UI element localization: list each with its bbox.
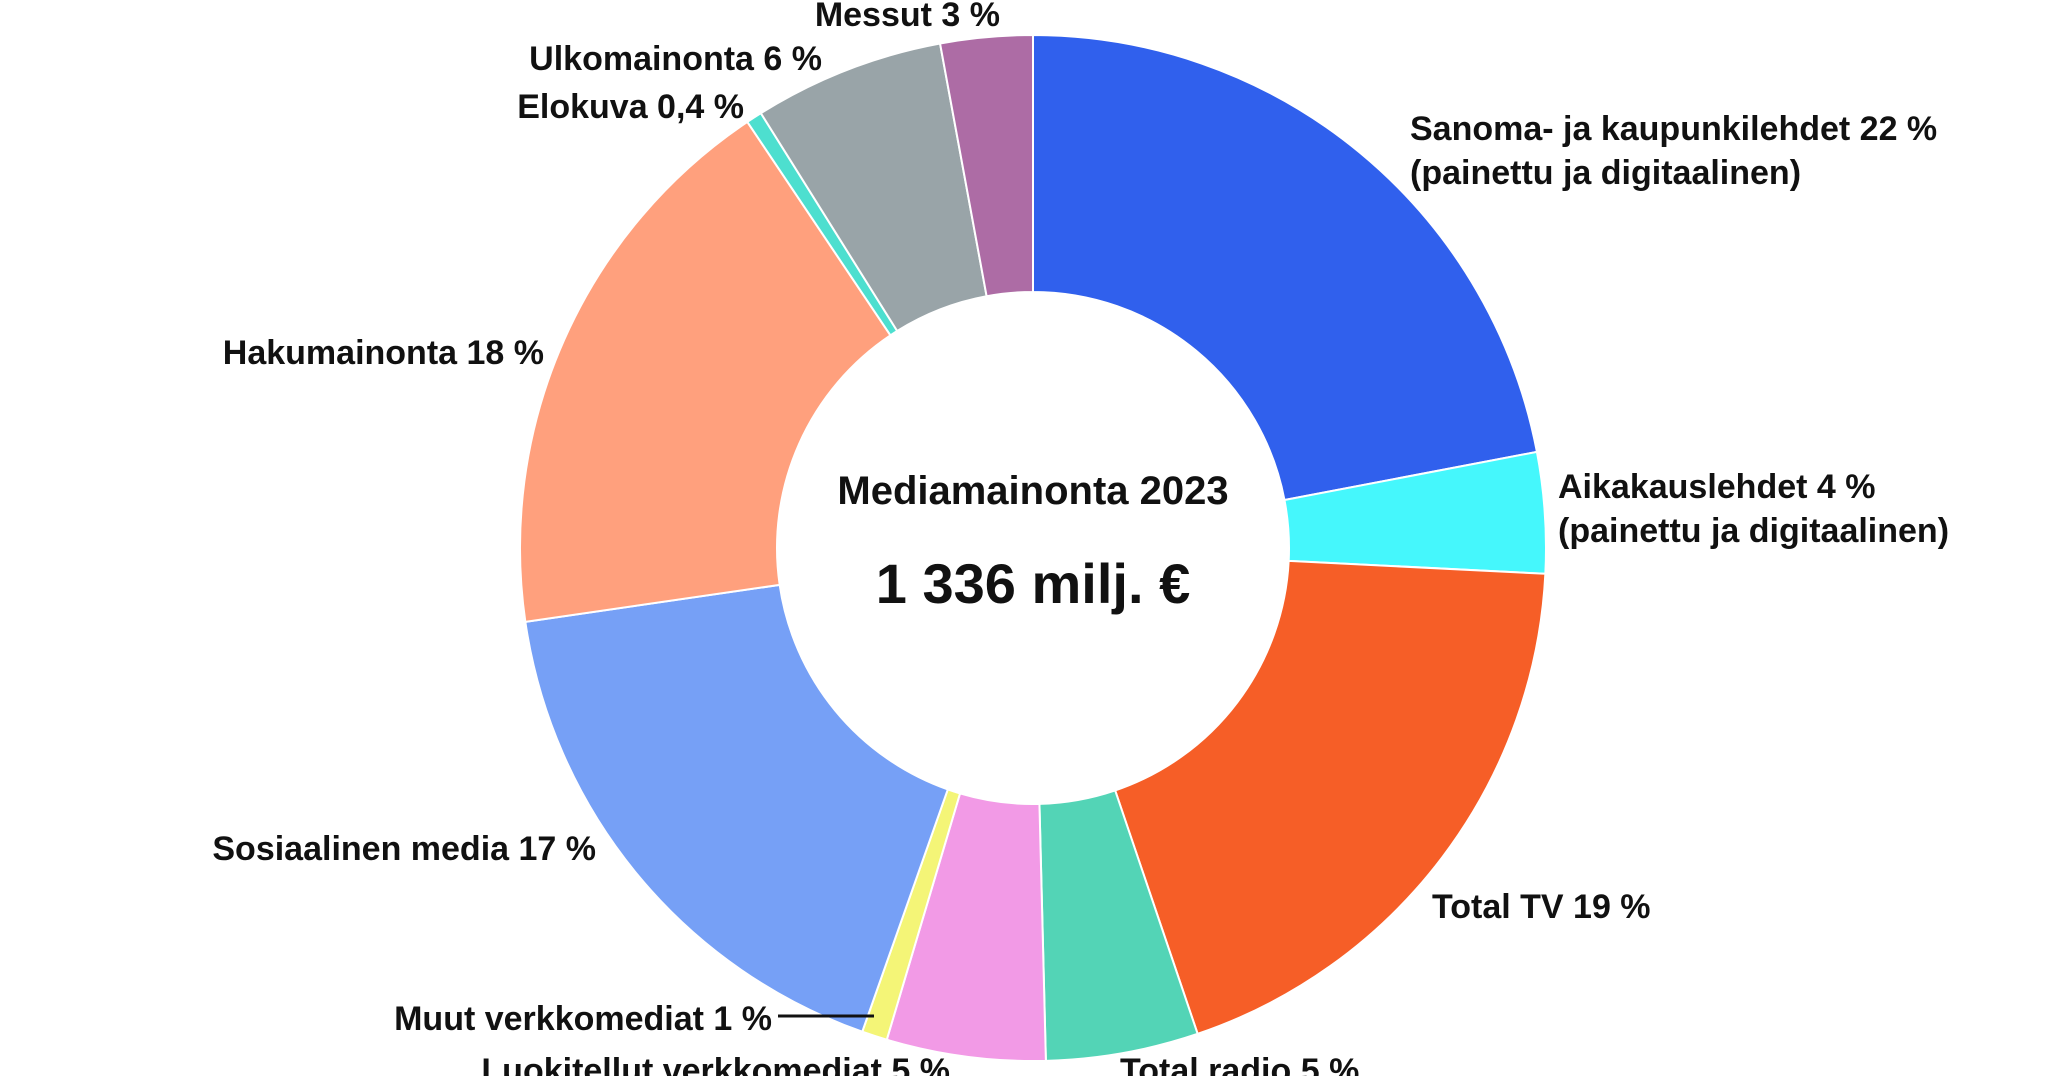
center-total: 1 336 milj. € [876,552,1190,615]
slice-messut-3 [938,33,1034,298]
label-ulkomainonta-6: Ulkomainonta 6 % [529,40,822,78]
sublabel-sanoma-ja-kaupunkilehdet-22: (painettu ja digitaalinen) [1410,154,1801,192]
center-title: Mediamainonta 2023 [837,469,1228,513]
slice-total-tv-19 [1113,559,1547,1036]
label-muut-verkkomediat-1: Muut verkkomediat 1 % [394,1000,772,1038]
slice-labels: Sanoma- ja kaupunkilehdet 22 % (painettu … [212,0,1949,1076]
label-sosiaalinen-media-17: Sosiaalinen media 17 % [212,830,596,868]
label-total-tv-19: Total TV 19 % [1432,888,1651,926]
donut-slices [518,33,1547,1062]
label-total-radio-5: Total radio 5 % [1120,1052,1359,1076]
slice-sosiaalinen-media-17 [524,583,950,1034]
label-aikakauslehdet-4: Aikakauslehdet 4 % [1558,468,1875,506]
label-luokitellut-verkkomediat-5: Luokitellut verkkomediat 5 % [481,1052,950,1076]
label-elokuva-0-4: Elokuva 0,4 % [517,88,744,126]
sublabel-aikakauslehdet-4: (painettu ja digitaalinen) [1558,512,1949,550]
slice-hakumainonta-18 [518,120,892,624]
label-messut-3: Messut 3 % [815,0,1000,34]
slice-sanoma-ja-kaupunkilehdet-22 [1032,33,1539,502]
label-sanoma-ja-kaupunkilehdet-22: Sanoma- ja kaupunkilehdet 22 % [1410,110,1937,148]
label-hakumainonta-18: Hakumainonta 18 % [223,334,544,372]
